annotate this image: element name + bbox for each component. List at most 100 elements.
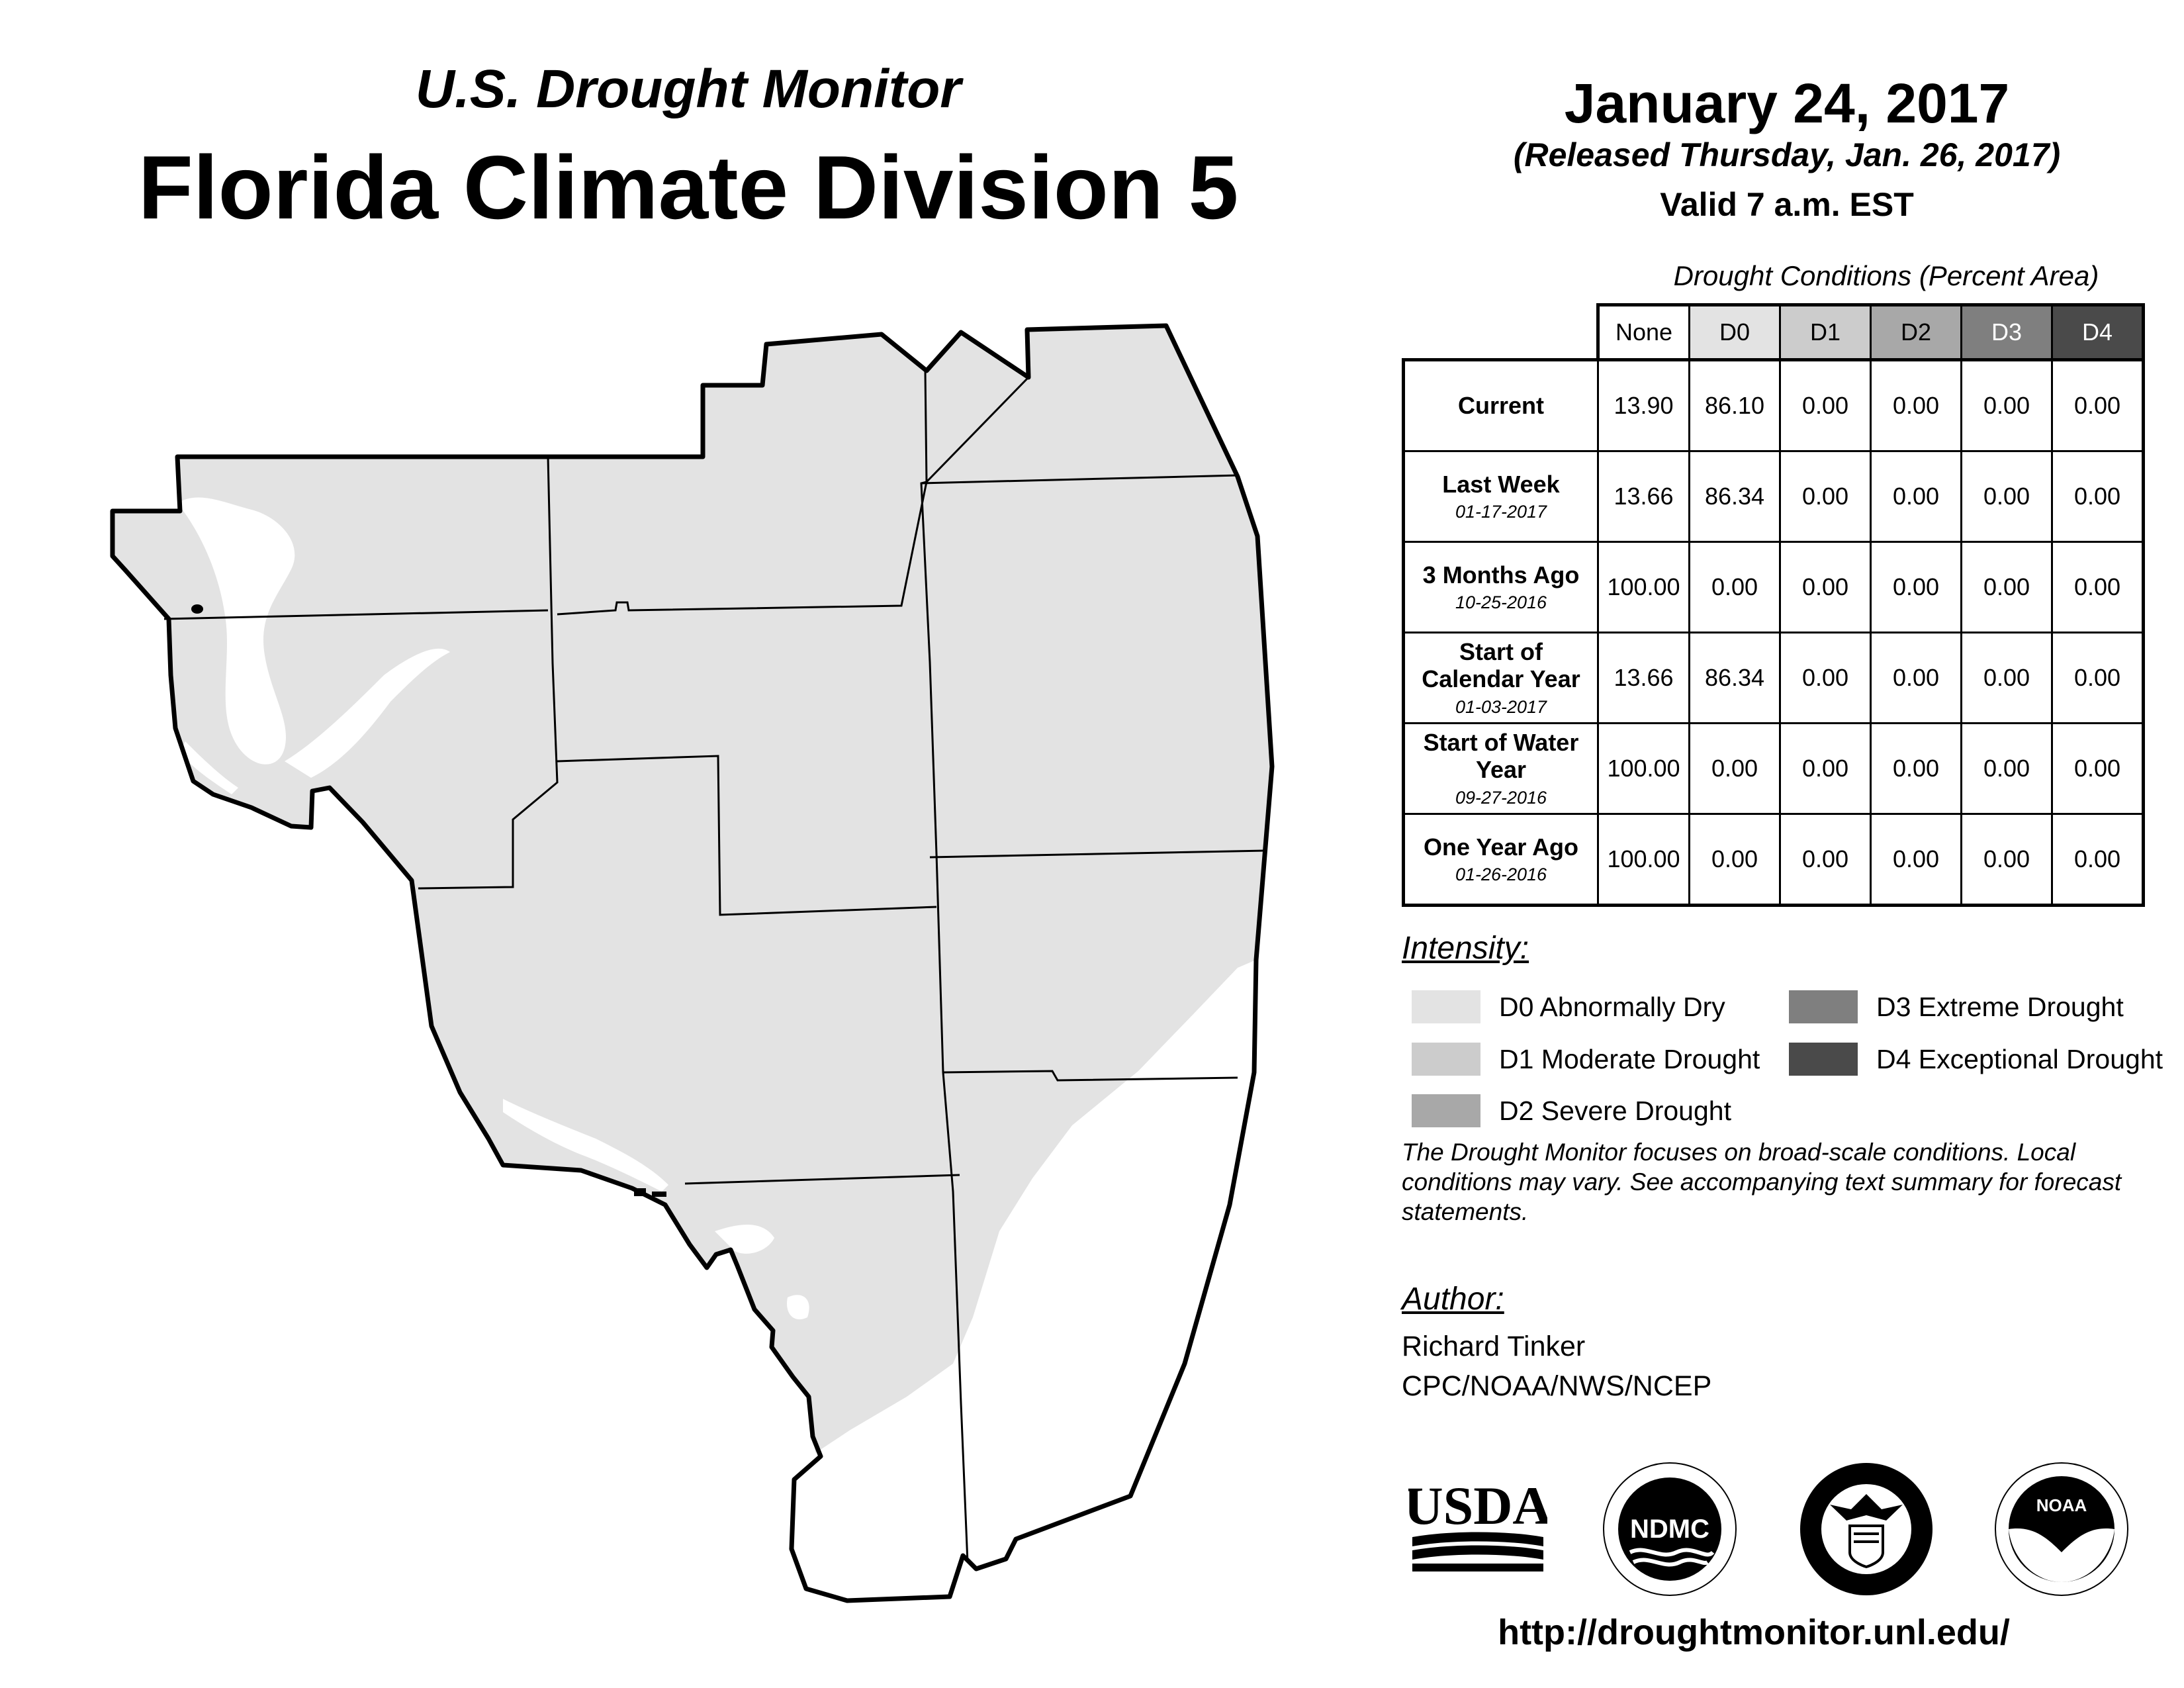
table-cell: 0.00 <box>1688 541 1781 633</box>
legend-item-d1: D1 Moderate Drought <box>1412 1043 1760 1076</box>
table-cell: 0.00 <box>1960 722 2053 815</box>
col-header-none: None <box>1596 303 1690 361</box>
valid-time: Valid 7 a.m. EST <box>1660 186 1914 223</box>
drought-conditions-table: None D0 D1 D2 D3 D4 Current 13.90 86.10 0.0… <box>1402 303 2145 907</box>
row-label: 3 Months Ago <box>1422 561 1580 588</box>
table-cell: 0.00 <box>2051 813 2145 907</box>
row-date: 01-17-2017 <box>1455 502 1547 522</box>
table-cell: 0.00 <box>1960 541 2053 633</box>
release-date: (Released Thursday, Jan. 26, 2017) <box>1513 136 2061 173</box>
ndmc-logo-text: NDMC <box>1630 1515 1709 1544</box>
col-header-label: D0 <box>1719 318 1751 346</box>
legend-item-d4: D4 Exceptional Drought <box>1789 1043 2163 1076</box>
table-row: Last Week 01-17-2017 13.66 86.34 0.00 0.00 0.0… <box>1402 450 2145 543</box>
legend-swatch <box>1412 1043 1480 1076</box>
island-mark <box>191 604 203 614</box>
col-header-d0: D0 <box>1688 303 1781 361</box>
col-header-d3: D3 <box>1960 303 2053 361</box>
disclaimer-note: The Drought Monitor focuses on broad-sca… <box>1402 1139 2122 1226</box>
col-header-label: None <box>1615 318 1673 346</box>
legend-item-d3: D3 Extreme Drought <box>1789 990 2124 1023</box>
d0-area <box>113 326 1272 1453</box>
table-cell: 0.00 <box>2051 358 2145 452</box>
col-header-d4: D4 <box>2051 303 2145 361</box>
row-label-cell: 3 Months Ago 10-25-2016 <box>1402 541 1599 633</box>
row-label-cell: One Year Ago 01-26-2016 <box>1402 813 1599 907</box>
author-name: Richard Tinker <box>1402 1331 1586 1362</box>
header-blank <box>1403 305 1598 361</box>
table-cell: 0.00 <box>1870 450 1962 543</box>
col-header-d2: D2 <box>1870 303 1962 361</box>
legend-label: D1 Moderate Drought <box>1499 1043 1760 1074</box>
col-header-d1: D1 <box>1779 303 1872 361</box>
noaa-logo-text: NOAA <box>2036 1495 2087 1515</box>
table-cell: 13.66 <box>1597 632 1690 724</box>
map-subtitle: U.S. Drought Monitor <box>415 59 962 119</box>
row-label: One Year Ago <box>1423 833 1579 861</box>
table-cell: 0.00 <box>1870 722 1962 815</box>
row-label: Last Week <box>1442 470 1560 498</box>
legend-item-d0: D0 Abnormally Dry <box>1412 990 1725 1023</box>
author-organization: CPC/NOAA/NWS/NCEP <box>1402 1370 1712 1402</box>
table-cell: 0.00 <box>1688 813 1781 907</box>
estero-bay <box>179 741 238 794</box>
row-date: 10-25-2016 <box>1455 592 1547 613</box>
drought-map <box>110 323 1275 1603</box>
table-cell: 13.66 <box>1597 450 1690 543</box>
row-label-cell: Current <box>1402 358 1599 452</box>
valid-date: January 24, 2017 <box>1564 72 2010 134</box>
caloosahatchee-river <box>285 648 450 778</box>
map-title: Florida Climate Division 5 <box>138 137 1239 238</box>
table-row: Start of Calendar Year 01-03-2017 13.66 86.… <box>1402 632 2145 724</box>
col-header-label: D1 <box>1809 318 1841 346</box>
legend-swatch <box>1789 1043 1858 1076</box>
table-cell: 100.00 <box>1597 541 1690 633</box>
table-cell: 0.00 <box>1960 813 2053 907</box>
island-mark <box>634 1188 646 1196</box>
table-header-row: None D0 D1 D2 D3 D4 <box>1403 303 2145 361</box>
table-cell: 0.00 <box>1779 632 1872 724</box>
county-lines <box>163 370 1266 1563</box>
table-cell: 0.00 <box>2051 722 2145 815</box>
row-label-cell: Start of Water Year 09-27-2016 <box>1402 722 1599 815</box>
noaa-logo: NOAA <box>1995 1462 2128 1596</box>
table-cell: 0.00 <box>2051 541 2145 633</box>
table-row: Start of Water Year 09-27-2016 100.00 0.00 0… <box>1402 722 2145 815</box>
table-row: Current 13.90 86.10 0.00 0.00 0.00 0.00 <box>1402 358 2145 452</box>
col-header-label: D3 <box>1991 318 2023 346</box>
row-label: Start of Water Year <box>1423 729 1579 784</box>
table-cell: 86.34 <box>1688 632 1781 724</box>
author-heading: Author: <box>1402 1282 1504 1317</box>
row-label: Current <box>1457 392 1544 420</box>
table-cell: 86.10 <box>1688 358 1781 452</box>
legend-label: D4 Exceptional Drought <box>1876 1043 2163 1074</box>
table-cell: 0.00 <box>2051 632 2145 724</box>
table-cell: 0.00 <box>2051 450 2145 543</box>
table-cell: 0.00 <box>1779 541 1872 633</box>
legend-swatch <box>1412 990 1480 1023</box>
usda-logo-text: USDA <box>1408 1476 1547 1536</box>
col-header-label: D2 <box>1900 318 1932 346</box>
legend-title: Intensity: <box>1402 931 1529 966</box>
row-date: 09-27-2016 <box>1455 787 1547 808</box>
table-cell: 0.00 <box>1870 541 1962 633</box>
legend-label: D0 Abnormally Dry <box>1499 991 1725 1022</box>
table-cell: 0.00 <box>1870 632 1962 724</box>
row-label-cell: Last Week 01-17-2017 <box>1402 450 1599 543</box>
legend-label: D3 Extreme Drought <box>1876 991 2124 1022</box>
table-cell: 0.00 <box>1870 813 1962 907</box>
table-row: 3 Months Ago 10-25-2016 100.00 0.00 0.00 0.00… <box>1402 541 2145 633</box>
table-cell: 0.00 <box>1960 358 2053 452</box>
island-mark <box>652 1192 666 1197</box>
usda-logo: USDA <box>1408 1476 1547 1571</box>
region-boundary <box>110 323 1275 1603</box>
doc-seal-logo <box>1800 1463 1933 1595</box>
table-cell: 0.00 <box>1960 450 2053 543</box>
legend-label: D2 Severe Drought <box>1499 1095 1731 1126</box>
legend-swatch <box>1412 1094 1480 1127</box>
row-label-cell: Start of Calendar Year 01-03-2017 <box>1402 632 1599 724</box>
table-cell: 0.00 <box>1779 450 1872 543</box>
table-cell: 0.00 <box>1960 632 2053 724</box>
website-link[interactable]: http://droughtmonitor.unl.edu/ <box>1498 1613 2010 1652</box>
table-cell: 0.00 <box>1870 358 1962 452</box>
